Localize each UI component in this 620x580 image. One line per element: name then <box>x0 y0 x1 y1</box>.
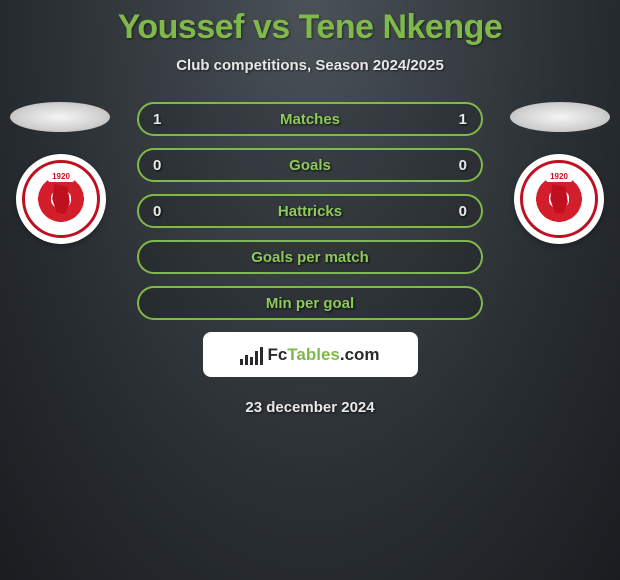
stat-label: Min per goal <box>266 295 354 312</box>
player-avatar-right <box>510 102 610 132</box>
stat-value-left: 0 <box>153 203 173 220</box>
stat-row: Min per goal <box>137 286 483 320</box>
brand-part-b: Tables <box>287 345 340 364</box>
stat-row: Goals per match <box>137 240 483 274</box>
stat-row: 0 Goals 0 <box>137 148 483 182</box>
page-title: Youssef vs Tene Nkenge <box>0 0 620 47</box>
stat-row: 0 Hattricks 0 <box>137 194 483 228</box>
stat-label: Goals <box>289 157 331 174</box>
stat-value-right: 1 <box>447 111 467 128</box>
stat-value-left: 0 <box>153 157 173 174</box>
branding-text: FcTables.com <box>267 345 379 365</box>
player-avatar-left <box>10 102 110 132</box>
stat-value-left: 1 <box>153 111 173 128</box>
club-badge-left <box>16 154 106 244</box>
stat-label: Matches <box>280 111 340 128</box>
brand-part-a: Fc <box>267 345 287 364</box>
branding-logo: FcTables.com <box>203 332 418 377</box>
chart-bars-icon <box>240 345 263 365</box>
stat-label: Hattricks <box>278 203 342 220</box>
generated-date: 23 december 2024 <box>0 399 620 416</box>
stat-value-right: 0 <box>447 157 467 174</box>
stat-value-right: 0 <box>447 203 467 220</box>
stat-label: Goals per match <box>251 249 369 266</box>
club-crest-icon <box>520 160 598 238</box>
club-crest-icon <box>22 160 100 238</box>
stat-row: 1 Matches 1 <box>137 102 483 136</box>
club-badge-right <box>514 154 604 244</box>
subtitle: Club competitions, Season 2024/2025 <box>0 57 620 74</box>
comparison-panel: 1 Matches 1 0 Goals 0 0 Hattricks 0 Goal… <box>0 102 620 416</box>
brand-suffix: .com <box>340 345 380 364</box>
stats-list: 1 Matches 1 0 Goals 0 0 Hattricks 0 Goal… <box>137 102 483 320</box>
